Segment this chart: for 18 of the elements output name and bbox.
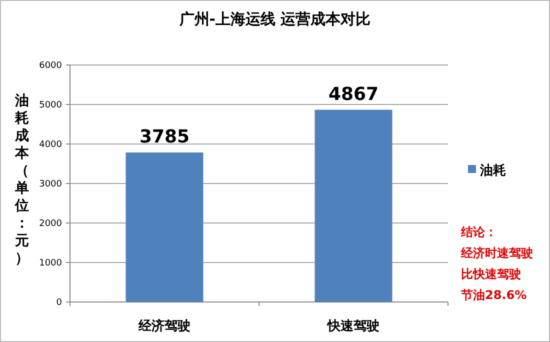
y-tick-label: 0 [56, 298, 62, 308]
text: 结论： [460, 225, 497, 239]
data-label: 3785 [139, 126, 190, 148]
x-tick-label: 经济驾驶 [138, 318, 190, 334]
y-tick-label: 4000 [39, 140, 62, 150]
chart-title: 广州-上海运线 运营成本对比 [178, 10, 371, 28]
text: 油耗成本（单位：元） [15, 93, 29, 266]
x-tick-label: 快速驾驶 [326, 319, 380, 334]
y-tick-label: 6000 [39, 61, 62, 72]
text: 经济时速驾驶 [460, 246, 533, 260]
text: 比快速驾驶 [461, 267, 521, 281]
legend-label: 油耗 [479, 162, 506, 179]
text: 节油28.6% [460, 288, 527, 302]
data-label: 4867 [328, 84, 379, 105]
y-tick-label: 3000 [39, 180, 62, 190]
y-tick-label: 2000 [39, 219, 62, 230]
y-tick-label: 1000 [39, 258, 62, 269]
y-tick-label: 5000 [39, 100, 62, 111]
